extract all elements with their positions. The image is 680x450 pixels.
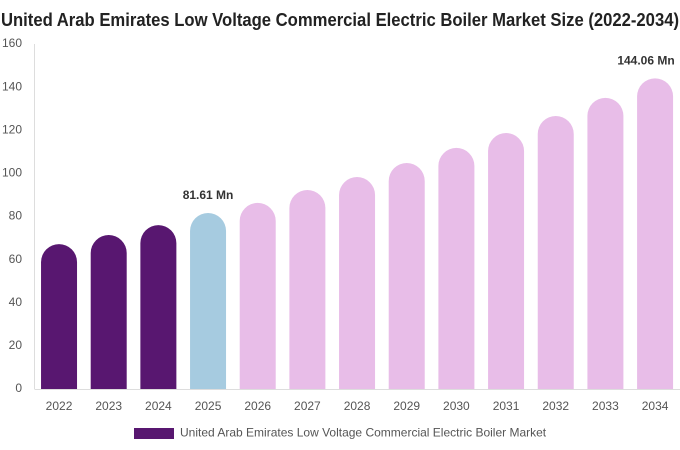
x-tick-label: 2033 bbox=[592, 399, 619, 413]
x-tick-label: 2024 bbox=[145, 399, 172, 413]
bar bbox=[90, 235, 127, 389]
legend-swatch bbox=[134, 428, 174, 439]
y-tick-label: 100 bbox=[2, 166, 22, 180]
x-tick-label: 2023 bbox=[95, 399, 122, 413]
y-tick-label: 140 bbox=[2, 79, 22, 93]
bar bbox=[339, 177, 376, 389]
bar bbox=[488, 133, 525, 389]
bar bbox=[637, 78, 674, 389]
y-tick-label: 80 bbox=[9, 209, 23, 223]
bar bbox=[438, 147, 475, 389]
bar bbox=[41, 244, 78, 389]
value-label: 81.61 Mn bbox=[183, 188, 234, 202]
x-tick-label: 2026 bbox=[244, 399, 271, 413]
x-tick-label: 2029 bbox=[393, 399, 420, 413]
bar bbox=[537, 116, 574, 389]
x-tick-label: 2034 bbox=[642, 399, 669, 413]
x-tick-label: 2031 bbox=[493, 399, 520, 413]
y-tick-label: 60 bbox=[9, 252, 23, 266]
y-tick-label: 20 bbox=[9, 338, 23, 352]
x-tick-label: 2025 bbox=[195, 399, 222, 413]
bar bbox=[190, 213, 227, 389]
bar bbox=[289, 189, 326, 389]
x-tick-label: 2032 bbox=[542, 399, 569, 413]
y-tick-label: 0 bbox=[15, 381, 22, 395]
x-tick-label: 2030 bbox=[443, 399, 470, 413]
y-tick-label: 40 bbox=[9, 295, 23, 309]
value-label: 144.06 Mn bbox=[617, 54, 674, 68]
x-tick-label: 2028 bbox=[344, 399, 371, 413]
x-tick-label: 2027 bbox=[294, 399, 321, 413]
bar bbox=[388, 163, 425, 389]
legend-label: United Arab Emirates Low Voltage Commerc… bbox=[180, 426, 547, 440]
x-tick-label: 2022 bbox=[46, 399, 73, 413]
y-tick-label: 160 bbox=[2, 36, 22, 50]
bar bbox=[140, 225, 177, 389]
y-tick-label: 120 bbox=[2, 122, 22, 136]
chart-title: United Arab Emirates Low Voltage Commerc… bbox=[1, 10, 679, 30]
bar bbox=[587, 97, 624, 389]
bar bbox=[239, 202, 276, 389]
